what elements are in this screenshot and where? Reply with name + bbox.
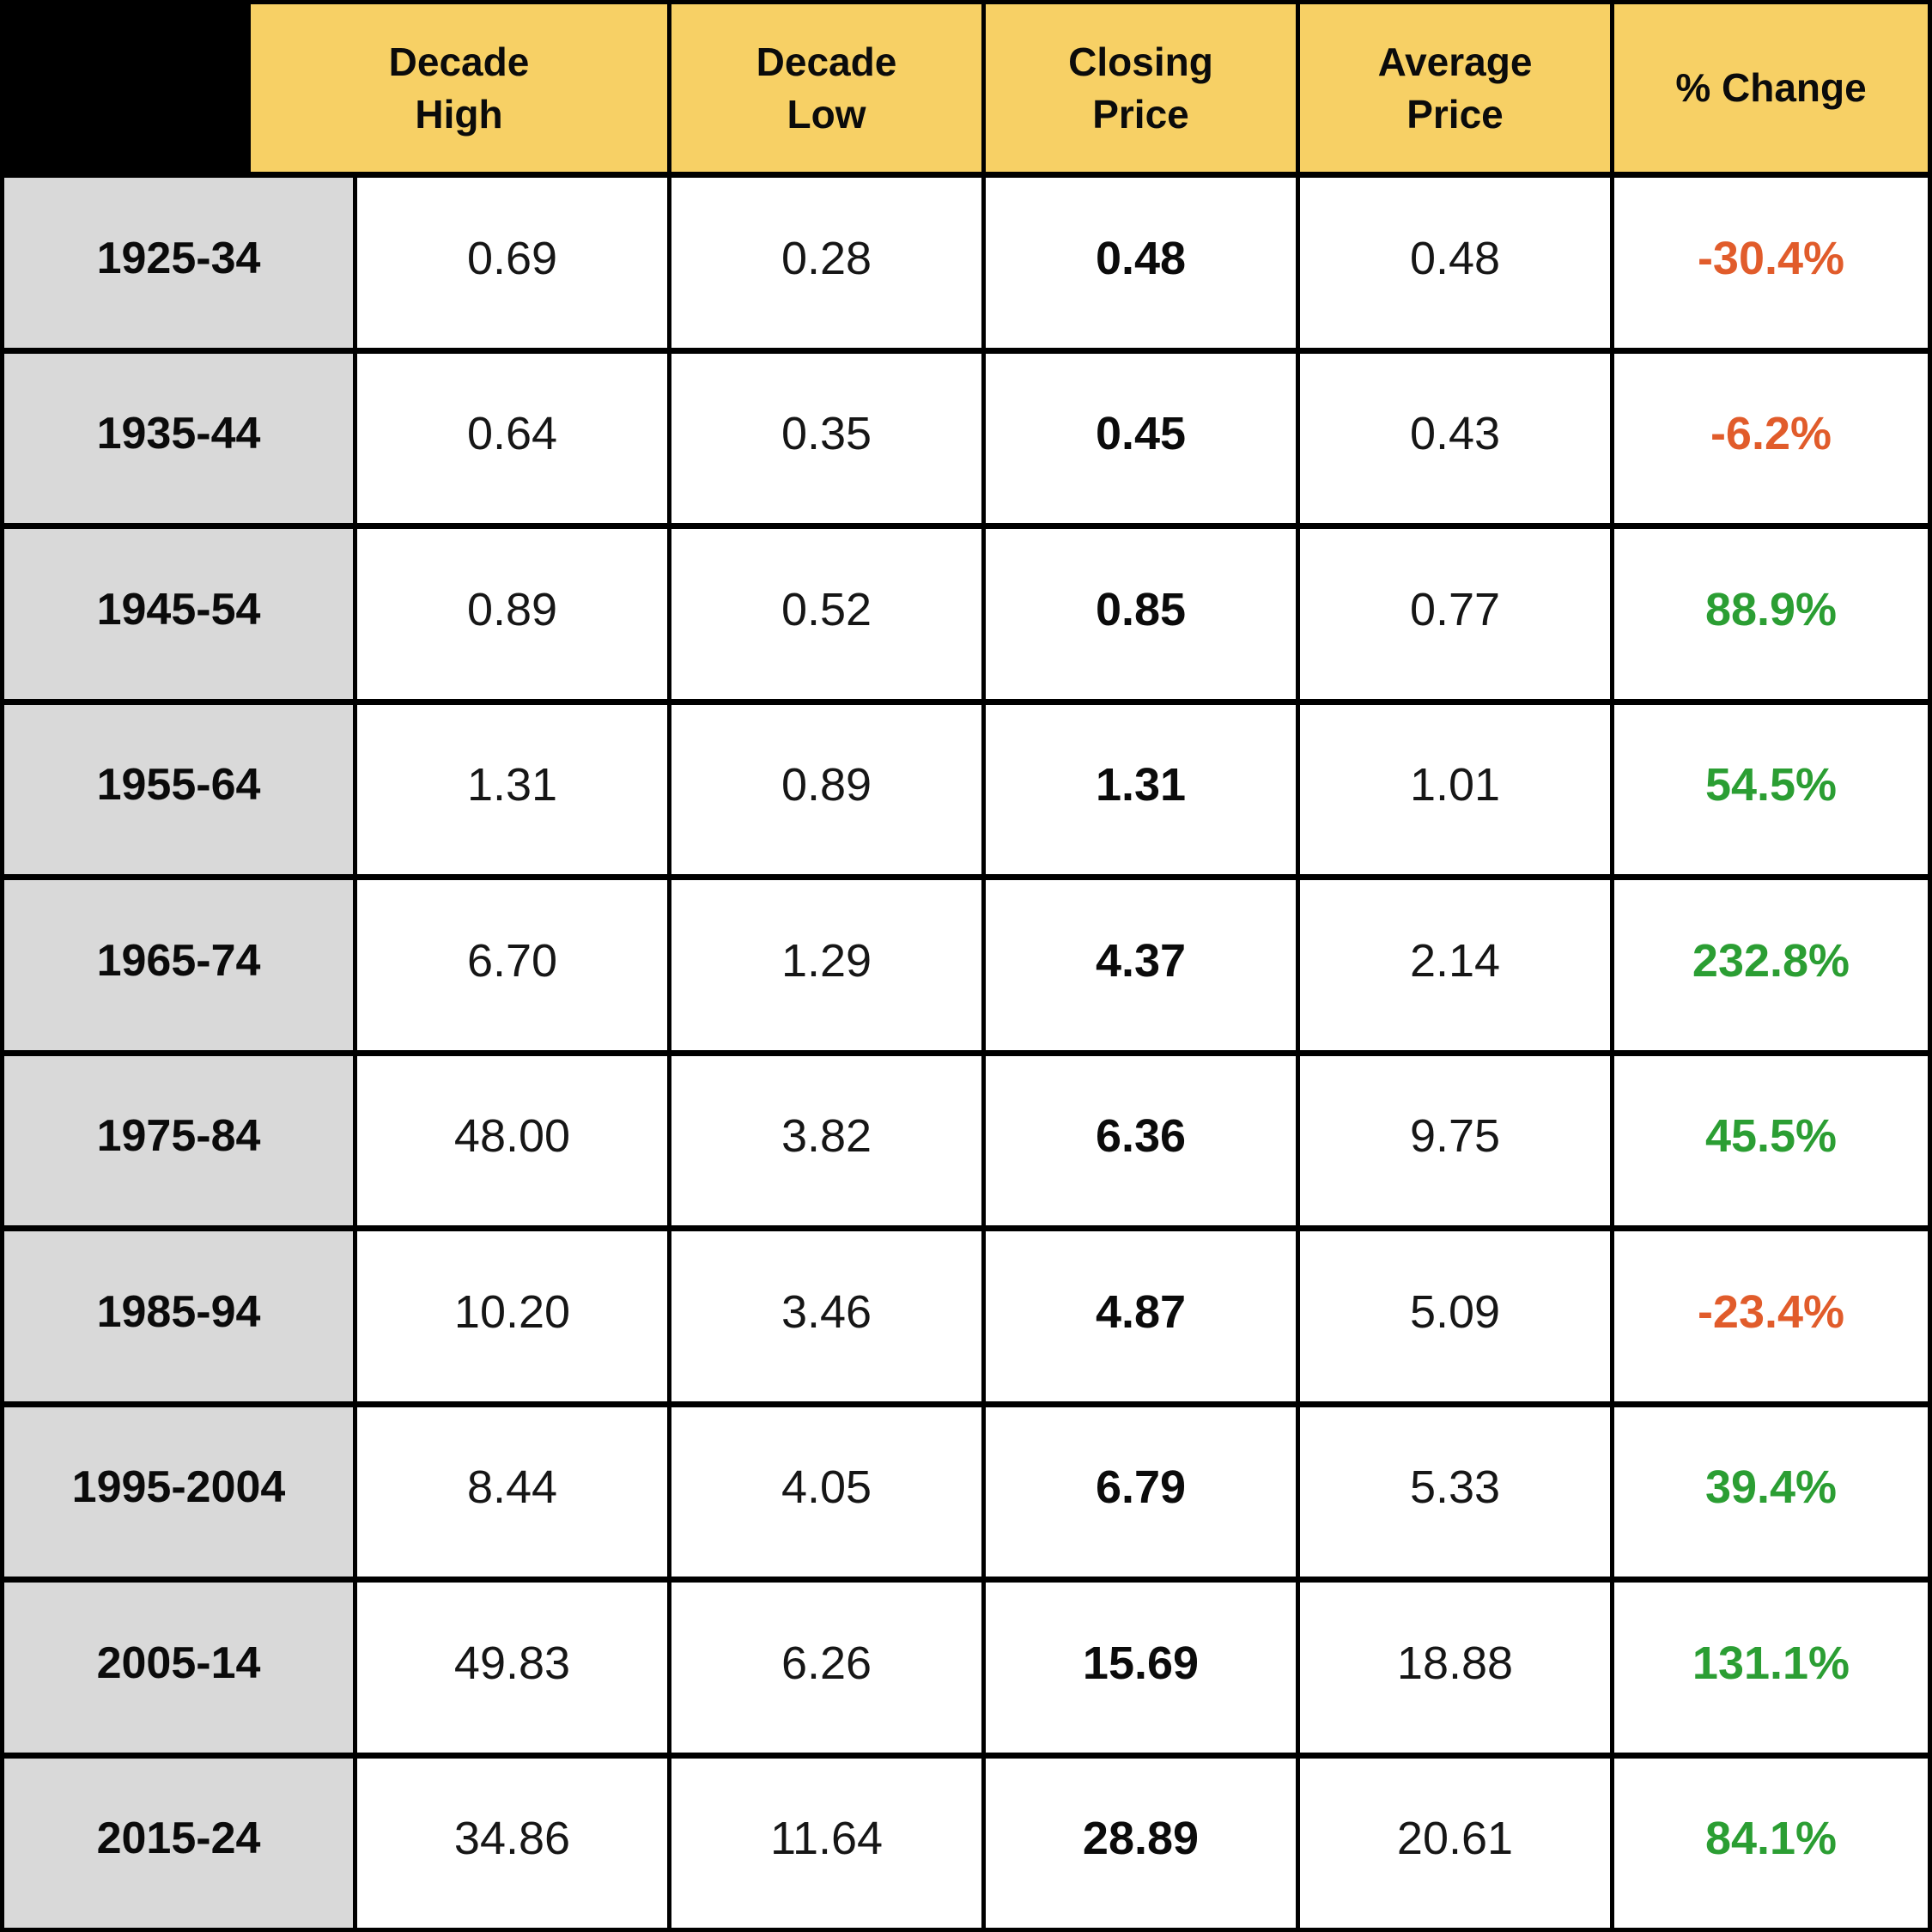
closing-price-cell: 0.85 xyxy=(986,529,1296,699)
percent-change-cell: -6.2% xyxy=(1614,353,1928,523)
decade-label-cell: 1995-2004 xyxy=(4,1406,353,1577)
average-price-cell: 1.01 xyxy=(1300,704,1610,874)
decade-label-cell: 1955-64 xyxy=(4,704,353,874)
closing-price-cell: 15.69 xyxy=(986,1583,1296,1753)
percent-change-cell: 88.9% xyxy=(1614,529,1928,699)
percent-change-cell: 39.4% xyxy=(1614,1406,1928,1577)
percent-change-cell: 54.5% xyxy=(1614,704,1928,874)
decade-low-cell: 3.46 xyxy=(671,1231,981,1401)
decade-high-cell: 48.00 xyxy=(357,1055,667,1225)
decade-low-cell: 1.29 xyxy=(671,880,981,1050)
decade-label-cell: 1925-34 xyxy=(4,178,353,348)
closing-price-cell: 6.36 xyxy=(986,1055,1296,1225)
decade-low-cell: 0.28 xyxy=(671,178,981,348)
corner-cell xyxy=(4,4,246,172)
header-average-price: Average Price xyxy=(1300,4,1610,172)
decade-low-cell: 0.35 xyxy=(671,353,981,523)
closing-price-cell: 0.45 xyxy=(986,353,1296,523)
percent-change-cell: 45.5% xyxy=(1614,1055,1928,1225)
closing-price-cell: 1.31 xyxy=(986,704,1296,874)
decade-label-cell: 1935-44 xyxy=(4,353,353,523)
percent-change-cell: 232.8% xyxy=(1614,880,1928,1050)
header-percent-change: % Change xyxy=(1614,4,1928,172)
decade-low-cell: 3.82 xyxy=(671,1055,981,1225)
percent-change-cell: 131.1% xyxy=(1614,1583,1928,1753)
decade-high-cell: 34.86 xyxy=(357,1758,667,1928)
decade-low-cell: 4.05 xyxy=(671,1406,981,1577)
closing-price-cell: 4.37 xyxy=(986,880,1296,1050)
average-price-cell: 0.43 xyxy=(1300,353,1610,523)
decade-low-cell: 0.52 xyxy=(671,529,981,699)
average-price-cell: 5.33 xyxy=(1300,1406,1610,1577)
decade-label-cell: 2005-14 xyxy=(4,1583,353,1753)
decade-high-cell: 49.83 xyxy=(357,1583,667,1753)
closing-price-cell: 28.89 xyxy=(986,1758,1296,1928)
decade-high-cell: 10.20 xyxy=(357,1231,667,1401)
decade-low-cell: 0.89 xyxy=(671,704,981,874)
average-price-cell: 0.48 xyxy=(1300,178,1610,348)
closing-price-cell: 4.87 xyxy=(986,1231,1296,1401)
average-price-cell: 0.77 xyxy=(1300,529,1610,699)
decade-high-cell: 6.70 xyxy=(357,880,667,1050)
decade-low-cell: 6.26 xyxy=(671,1583,981,1753)
header-decade-high: Decade High xyxy=(251,4,667,172)
decade-label-cell: 1975-84 xyxy=(4,1055,353,1225)
decade-high-cell: 1.31 xyxy=(357,704,667,874)
decade-label-cell: 1985-94 xyxy=(4,1231,353,1401)
percent-change-cell: -30.4% xyxy=(1614,178,1928,348)
percent-change-cell: -23.4% xyxy=(1614,1231,1928,1401)
average-price-cell: 18.88 xyxy=(1300,1583,1610,1753)
percent-change-cell: 84.1% xyxy=(1614,1758,1928,1928)
decade-high-cell: 0.89 xyxy=(357,529,667,699)
average-price-cell: 20.61 xyxy=(1300,1758,1610,1928)
decade-label-cell: 2015-24 xyxy=(4,1758,353,1928)
closing-price-cell: 0.48 xyxy=(986,178,1296,348)
average-price-cell: 2.14 xyxy=(1300,880,1610,1050)
closing-price-cell: 6.79 xyxy=(986,1406,1296,1577)
decade-high-cell: 0.64 xyxy=(357,353,667,523)
decade-low-cell: 11.64 xyxy=(671,1758,981,1928)
decade-high-cell: 0.69 xyxy=(357,178,667,348)
decade-high-cell: 8.44 xyxy=(357,1406,667,1577)
header-closing-price: Closing Price xyxy=(986,4,1296,172)
average-price-cell: 5.09 xyxy=(1300,1231,1610,1401)
decade-label-cell: 1965-74 xyxy=(4,880,353,1050)
decade-label-cell: 1945-54 xyxy=(4,529,353,699)
average-price-cell: 9.75 xyxy=(1300,1055,1610,1225)
header-decade-low: Decade Low xyxy=(671,4,981,172)
